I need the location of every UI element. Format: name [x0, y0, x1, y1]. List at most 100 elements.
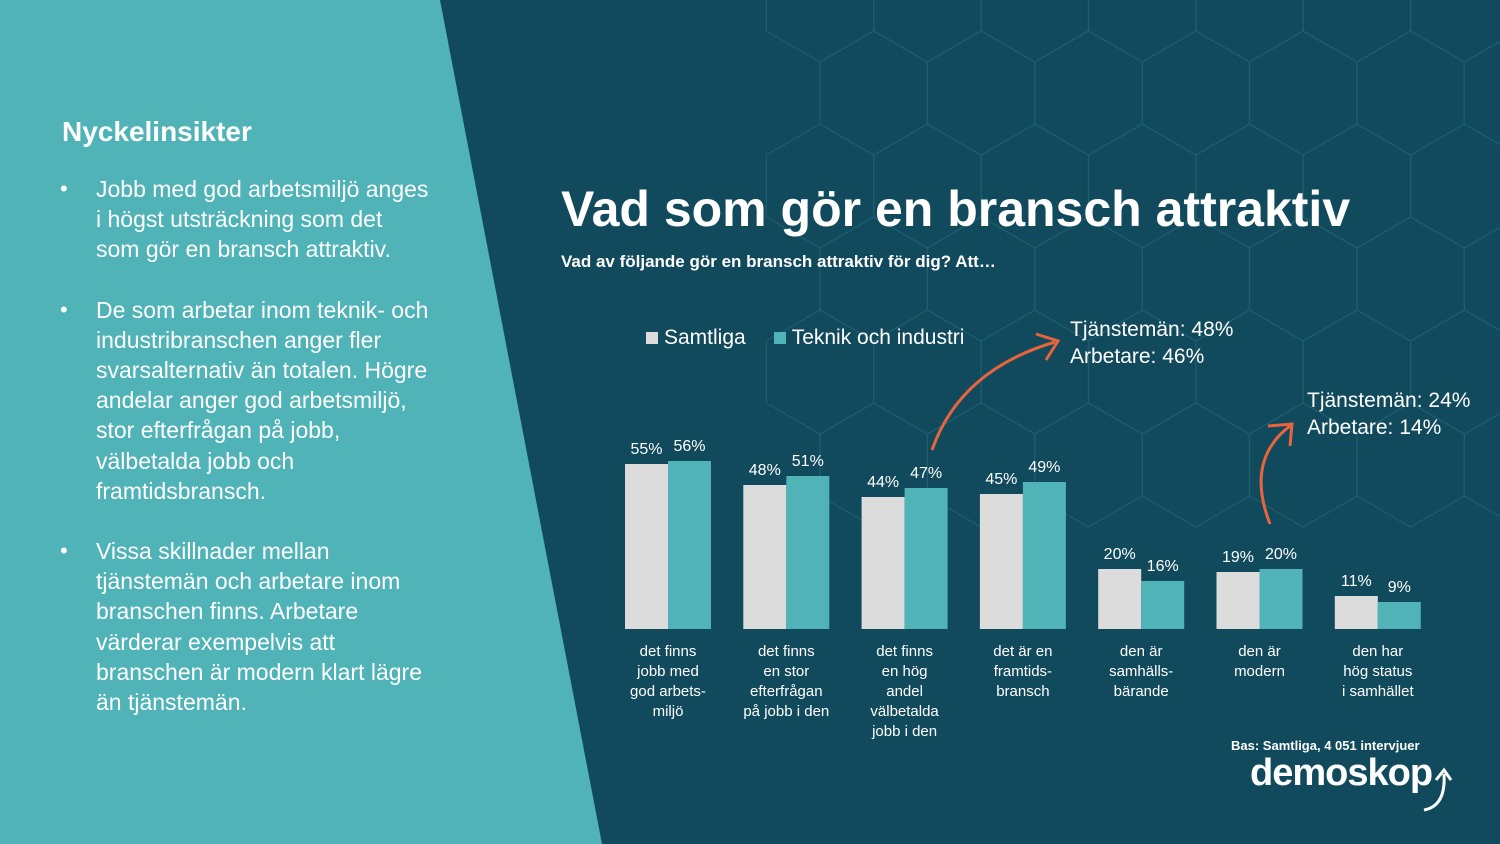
insight-text: Vissa skillnader mellan tjänstemän och a…: [96, 538, 422, 716]
insight-item: • Vissa skillnader mellan tjänstemän och…: [60, 536, 430, 717]
legend-item-samtliga: Samtliga: [646, 326, 746, 350]
category-label: det finns jobb med god arbets-miljö: [630, 643, 706, 720]
bar-samtliga: [979, 494, 1023, 629]
insights-panel: Nyckelinsikter • Jobb med god arbetsmilj…: [0, 0, 600, 844]
category-label-line: miljö: [653, 703, 684, 720]
value-label: 9%: [1388, 579, 1411, 596]
category-label: det är en framtids-bransch: [993, 643, 1052, 700]
category-label-line: den är: [1120, 643, 1163, 660]
category-label-line: jobb i den: [871, 723, 937, 740]
legend-item-teknik: Teknik och industri: [773, 326, 965, 350]
category-label-line: efterfrågan: [750, 683, 823, 700]
category-label-line: på jobb i den: [743, 703, 829, 720]
value-label: 51%: [792, 453, 824, 470]
bar-samtliga: [1098, 569, 1142, 629]
insight-item: • De som arbetar inom teknik- och indust…: [60, 295, 430, 506]
bar-samtliga: [1334, 596, 1378, 629]
value-label: 48%: [749, 462, 781, 479]
callout-arrow-1: [930, 340, 1056, 451]
category-label: den är modern: [1234, 643, 1285, 680]
bullet-icon: •: [60, 176, 68, 201]
value-label: 45%: [985, 471, 1017, 488]
bar-samtliga: [743, 485, 787, 629]
category-label-line: samhälls-: [1109, 663, 1173, 680]
category-label-line: i samhället: [1342, 683, 1415, 700]
category-label-line: modern: [1234, 663, 1285, 680]
category-label-line: det finns: [758, 643, 815, 660]
category-label-line: välbetalda: [870, 703, 939, 720]
bullet-icon: •: [60, 296, 68, 322]
bar-teknik: [1377, 602, 1421, 629]
category-label-line: framtids-: [994, 663, 1052, 680]
category-label-line: en hög: [882, 663, 928, 680]
value-label: 16%: [1147, 558, 1179, 575]
callout-line: Arbetare: 46%: [1070, 345, 1205, 368]
insight-text: De som arbetar inom teknik- och industri…: [96, 296, 429, 504]
bar-teknik: [668, 461, 711, 629]
category-label-line: det är en: [993, 643, 1052, 660]
category-label-line: bärande: [1114, 683, 1169, 700]
callout-arrowhead-1: [1035, 332, 1061, 361]
value-label: 56%: [673, 438, 705, 455]
chart-subtitle: Vad av följande gör en bransch attraktiv…: [561, 252, 996, 271]
category-label-line: bransch: [996, 683, 1049, 700]
value-label: 49%: [1028, 459, 1060, 476]
insights-list: • Jobb med god arbetsmiljö anges i högst…: [60, 174, 430, 747]
bullet-icon: •: [60, 538, 68, 564]
value-label: 44%: [867, 474, 899, 491]
category-label: den är samhälls-bärande: [1109, 643, 1173, 700]
legend-swatch: [646, 332, 658, 344]
chart-title: Vad som gör en bransch attraktiv: [561, 181, 1351, 237]
logo-arrow-icon: [1423, 767, 1453, 812]
bar-samtliga: [625, 464, 668, 629]
value-label: 11%: [1341, 573, 1372, 590]
category-label-line: den är: [1238, 643, 1281, 660]
category-label-line: andel: [886, 683, 923, 700]
callout-2: Tjänstemän: 24% Arbetare: 14%: [1307, 387, 1470, 441]
bars: [625, 461, 1421, 629]
bar-samtliga: [861, 497, 905, 629]
demoskop-logo: demoskop: [1250, 752, 1433, 794]
bar-teknik: [786, 476, 830, 629]
callout-arrow-2: [1259, 424, 1291, 525]
value-label: 20%: [1104, 546, 1136, 563]
legend-label: Samtliga: [664, 326, 746, 349]
callout-arrowhead-2: [1267, 422, 1294, 447]
bar-samtliga: [1216, 572, 1260, 629]
category-label-line: jobb med: [636, 663, 699, 680]
value-label: 47%: [910, 465, 942, 482]
hexagon-pattern: [765, 0, 1500, 528]
value-label: 19%: [1222, 549, 1254, 566]
category-label-line: god arbets-: [630, 683, 706, 700]
callout-line: Tjänstemän: 24%: [1307, 389, 1471, 412]
base-note: Bas: Samtliga, 4 051 intervjuer: [1231, 738, 1420, 753]
category-label-line: hög status: [1343, 663, 1412, 680]
category-label-line: en stor: [763, 663, 809, 680]
bar-teknik: [904, 488, 948, 629]
category-label: den har hög status i samhället: [1342, 643, 1415, 700]
value-label: 55%: [630, 441, 662, 458]
category-label-line: det finns: [640, 643, 697, 660]
legend-label: Teknik och industri: [791, 326, 965, 349]
value-label: 20%: [1265, 546, 1297, 563]
bar-teknik: [1022, 482, 1066, 629]
hexagon-shape: [1463, 412, 1500, 518]
bar-teknik: [1141, 581, 1185, 629]
insight-text: Jobb med god arbetsmiljö anges i högst u…: [96, 176, 429, 263]
category-label: det finns en hög andel välbetalda jobb i den: [870, 643, 939, 740]
value-labels: 55% 56% 48% 51% 44% 47% 45% 49% 20% 16% 19% 20% 11% 9…: [630, 438, 1410, 596]
insight-item: • Jobb med god arbetsmiljö anges i högst…: [60, 174, 430, 265]
callout-1: Tjänstemän: 48% Arbetare: 46%: [1070, 316, 1233, 370]
category-label-line: det finns: [876, 643, 933, 660]
bar-teknik: [1259, 569, 1303, 629]
callout-line: Tjänstemän: 48%: [1070, 318, 1234, 341]
legend-swatch: [773, 332, 786, 344]
category-label: det finns en stor efterfrågan på jobb i den: [743, 643, 829, 720]
chart-legend: Samtliga Teknik och industri: [646, 326, 964, 350]
insights-title: Nyckelinsikter: [62, 116, 252, 147]
category-label-line: den har: [1352, 643, 1403, 660]
callout-line: Arbetare: 14%: [1307, 416, 1442, 439]
